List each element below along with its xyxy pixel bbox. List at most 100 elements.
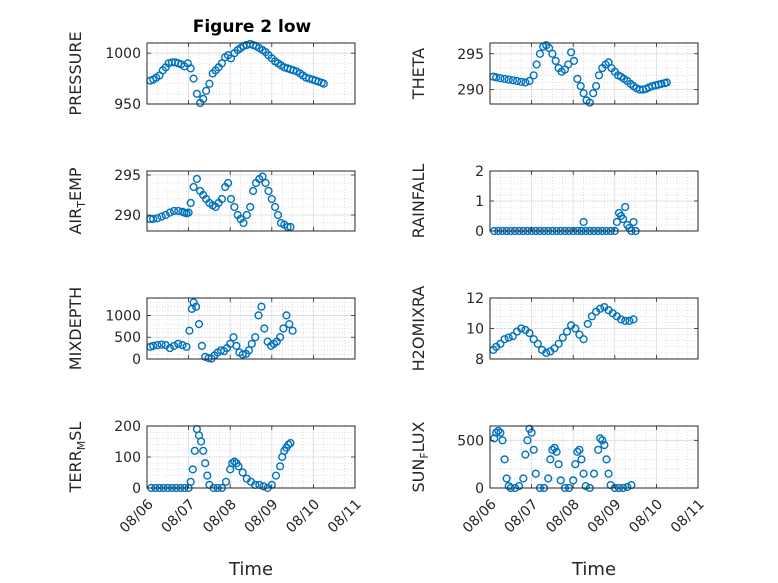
y-tick-label: 1000 (105, 46, 141, 62)
data-point (612, 217, 622, 227)
data-point (492, 428, 501, 437)
data-point (504, 75, 513, 84)
y-tick-label: 290 (114, 208, 141, 224)
y-tick-label: 10 (466, 322, 484, 338)
data-point (186, 64, 195, 73)
data-point (149, 341, 158, 351)
x-tick-label: 08/11 (668, 496, 708, 536)
data-point (192, 302, 201, 311)
data-point (512, 76, 522, 86)
data-point (535, 49, 545, 58)
y-tick-label: 0 (132, 352, 141, 368)
data-point (625, 316, 634, 326)
data-point (529, 445, 538, 454)
data-point (500, 74, 509, 84)
data-point (498, 436, 507, 445)
y-tick-label: 1000 (105, 308, 141, 324)
y-tick-label: 950 (114, 97, 141, 113)
x-tick-label: 08/11 (325, 496, 365, 536)
data-point (623, 482, 632, 492)
data-point (508, 76, 518, 85)
data-point (169, 206, 179, 216)
data-point (192, 89, 202, 98)
data-point (169, 341, 179, 351)
data-point (230, 457, 239, 466)
data-point (186, 477, 195, 486)
y-axis-label: TERRMSL (66, 422, 88, 494)
data-point (517, 324, 526, 333)
data-point (153, 341, 162, 350)
data-point (600, 441, 609, 450)
data-point (226, 194, 236, 204)
x-tick-label: 08/08 (200, 496, 240, 536)
data-point (569, 476, 578, 485)
subplot-2: 290 295 THETA (409, 41, 699, 107)
x-tick-label: 08/07 (159, 496, 199, 536)
data-point (190, 446, 199, 455)
x-tick-label: 08/10 (283, 496, 323, 536)
data-point (589, 89, 598, 98)
data-point (576, 81, 585, 91)
data-point (185, 326, 194, 335)
data-point (192, 174, 202, 184)
data-point (271, 202, 280, 212)
data-point (199, 94, 208, 104)
data-point (197, 437, 206, 446)
data-point (554, 460, 563, 469)
data-point (271, 471, 281, 480)
data-point (242, 210, 251, 220)
data-point (554, 339, 563, 348)
data-point (194, 320, 204, 329)
data-point (251, 333, 260, 342)
data-point (532, 60, 541, 69)
data-point (579, 217, 588, 227)
data-point (569, 56, 579, 66)
data-point (238, 468, 247, 477)
y-axis-label: H2OMIXRA (409, 286, 428, 372)
data-point (579, 335, 588, 344)
data-point (244, 346, 254, 355)
data-point (596, 434, 605, 443)
x-tick-label: 08/10 (626, 496, 666, 536)
data-point (259, 482, 268, 491)
data-point (529, 335, 538, 344)
data-point (571, 460, 580, 469)
data-point (157, 340, 166, 349)
x-tick-label: 08/08 (543, 496, 583, 536)
y-tick-label: 290 (457, 83, 484, 99)
y-tick-label: 12 (466, 291, 484, 307)
data-point (283, 222, 292, 232)
data-point (217, 194, 227, 204)
data-point (546, 455, 555, 464)
subplot-3: 290 295 AIRTEMP (66, 167, 356, 235)
data-point (184, 208, 193, 217)
x-tick-label: 08/06 (117, 496, 157, 536)
data-point (186, 198, 195, 208)
y-tick-label: 8 (475, 352, 484, 368)
data-point (189, 298, 198, 307)
data-point (502, 474, 511, 483)
data-point (234, 462, 243, 471)
x-tick-label: 08/09 (242, 496, 282, 536)
data-point (165, 208, 175, 217)
data-point (199, 446, 208, 455)
data-point (202, 86, 211, 95)
data-point (542, 348, 551, 358)
data-point (261, 178, 270, 188)
data-point (273, 210, 283, 220)
data-point (229, 333, 238, 342)
data-point (492, 73, 501, 82)
data-point (284, 440, 293, 449)
y-tick-label: 295 (457, 47, 484, 63)
subplot-5: 0 500 1000 MIXDEPTH (66, 287, 356, 370)
data-point (573, 447, 582, 456)
data-point (594, 445, 603, 454)
data-point (238, 350, 247, 359)
data-point (573, 74, 582, 84)
data-point (500, 335, 509, 344)
subplot-8: 0 500 08/06 08/07 08/08 08/09 08/10 08/11 SUNFLU… (409, 421, 708, 536)
data-point (232, 341, 241, 351)
data-point (224, 178, 233, 188)
data-point (657, 79, 666, 89)
y-tick-label: 200 (114, 419, 141, 435)
